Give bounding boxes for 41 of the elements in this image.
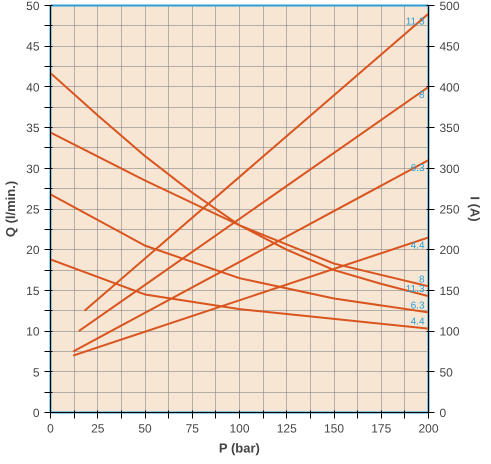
y2-tick-label: 150 [440, 284, 460, 298]
y-tick-label: 30 [26, 162, 40, 176]
series-label: 8 [418, 90, 425, 101]
y-tick-label: 45 [26, 40, 40, 54]
y2-tick-label: 450 [440, 40, 460, 54]
x-tick-label: 25 [91, 422, 105, 436]
y-tick-label: 20 [26, 243, 40, 258]
y2-tick-label: 50 [440, 365, 454, 380]
y-tick-label: 35 [26, 121, 40, 136]
x-tick-label: 0 [47, 422, 54, 436]
x-axis-title: P (bar) [218, 440, 260, 456]
y2-axis-title: I (A) [468, 196, 483, 222]
y-tick-label: 0 [32, 406, 40, 420]
x-tick-label: 50 [138, 422, 152, 436]
x-tick-label: 175 [371, 422, 392, 436]
y-tick-label: 10 [26, 324, 40, 339]
y2-tick-label: 0 [440, 406, 446, 420]
x-tick-label: 75 [186, 422, 200, 436]
x-tick-label: 200 [418, 422, 439, 436]
y2-tick-label: 200 [440, 243, 460, 258]
y2-tick-label: 500 [440, 0, 460, 13]
y-tick-label: 40 [26, 80, 40, 94]
series-label: 4.4 [410, 240, 425, 252]
y2-tick-label: 400 [440, 80, 460, 94]
series-label: 11.3 [406, 284, 425, 296]
y-tick-label: 15 [26, 284, 40, 298]
series-label: 6.3 [410, 163, 425, 174]
x-tick-label: 150 [324, 422, 344, 436]
series-label: 8 [418, 274, 425, 286]
y2-tick-label: 100 [440, 324, 460, 339]
y-tick-label: 50 [26, 0, 40, 13]
y2-tick-label: 300 [440, 162, 460, 176]
series-label: 4.4 [410, 316, 425, 328]
y-tick-label: 5 [32, 365, 40, 380]
x-tick-label: 100 [229, 422, 250, 436]
y2-tick-label: 250 [440, 202, 460, 216]
x-tick-label: 125 [276, 422, 298, 436]
series-label: 6.3 [410, 300, 425, 312]
y-axis-title: Q (l/min.) [3, 180, 18, 238]
y-tick-label: 25 [26, 202, 40, 216]
y2-tick-label: 350 [440, 121, 460, 136]
